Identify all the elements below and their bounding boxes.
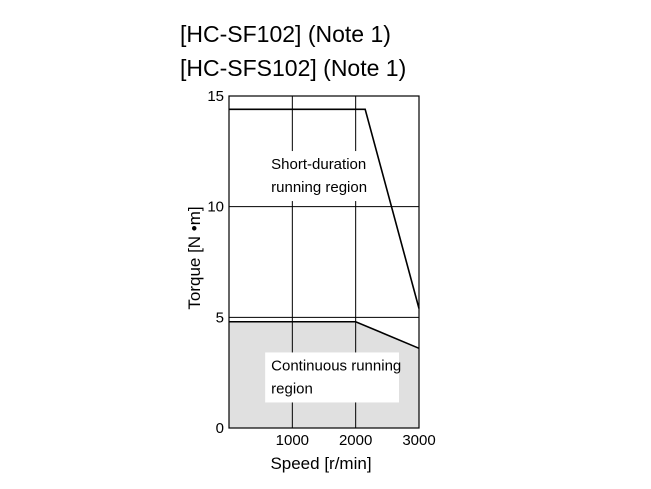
region-label-line: running region [271, 179, 367, 196]
y-tick-label: 5 [216, 309, 224, 326]
region-label-line: Continuous running [271, 357, 401, 374]
x-tick-label: 2000 [339, 432, 372, 449]
region-label-background [265, 151, 374, 202]
continuous-torque-line [229, 320, 420, 350]
chart-title-line-1: [HC-SF102] (Note 1) [180, 21, 391, 47]
y-tick-label: 15 [207, 88, 224, 105]
x-tick-label: 3000 [402, 432, 435, 449]
region-label-background [265, 352, 399, 403]
short-duration-torque-line [229, 108, 420, 309]
region-label-line: Short-duration [271, 156, 366, 173]
short-duration-region-label: Short-duration running region [265, 151, 374, 202]
y-tick-label: 0 [216, 420, 224, 437]
chart-title-line-2: [HC-SFS102] (Note 1) [180, 55, 407, 81]
region-label-line: region [271, 380, 313, 397]
x-tick-label: 1000 [276, 432, 309, 449]
x-axis-label: Speed [r/min] [270, 454, 371, 473]
continuous-region-label: Continuous running region [265, 352, 401, 403]
y-tick-label: 10 [207, 199, 224, 216]
plot-frame [228, 95, 420, 429]
y-axis-label: Torque [N •m] [185, 206, 204, 309]
